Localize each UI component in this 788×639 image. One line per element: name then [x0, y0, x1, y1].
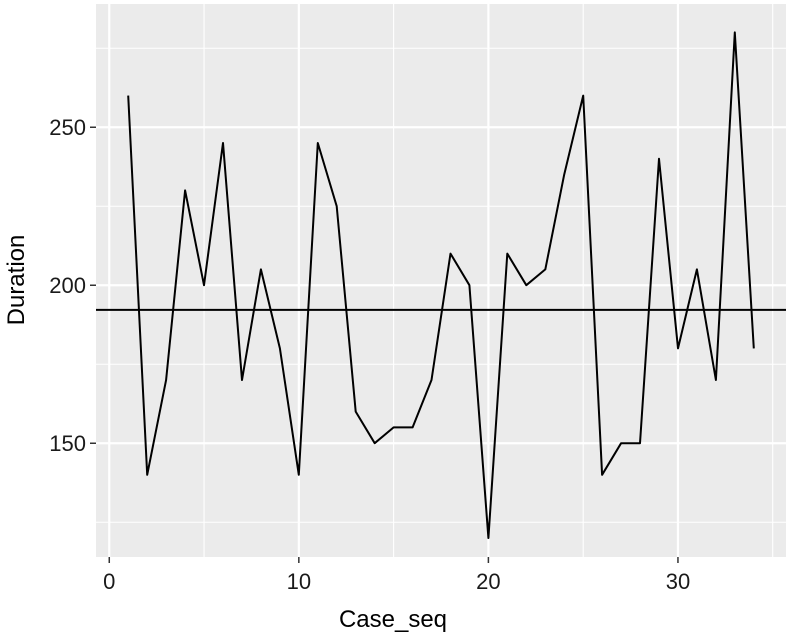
- x-tick-label: 20: [476, 569, 500, 594]
- x-axis-title: Case_seq: [339, 606, 447, 633]
- tick-labels: 0 10 20 30 150 200 250: [49, 115, 690, 594]
- axis-ticks: [90, 126, 679, 563]
- x-tick-label: 0: [103, 569, 115, 594]
- y-tick-label: 150: [49, 431, 86, 456]
- y-tick-label: 200: [49, 273, 86, 298]
- series-line: [127, 31, 755, 539]
- x-tick-label: 30: [666, 569, 690, 594]
- y-axis-title: Duration: [3, 235, 30, 326]
- x-tick-label: 10: [287, 569, 311, 594]
- y-tick-label: 250: [49, 115, 86, 140]
- plot-panel: [96, 4, 786, 557]
